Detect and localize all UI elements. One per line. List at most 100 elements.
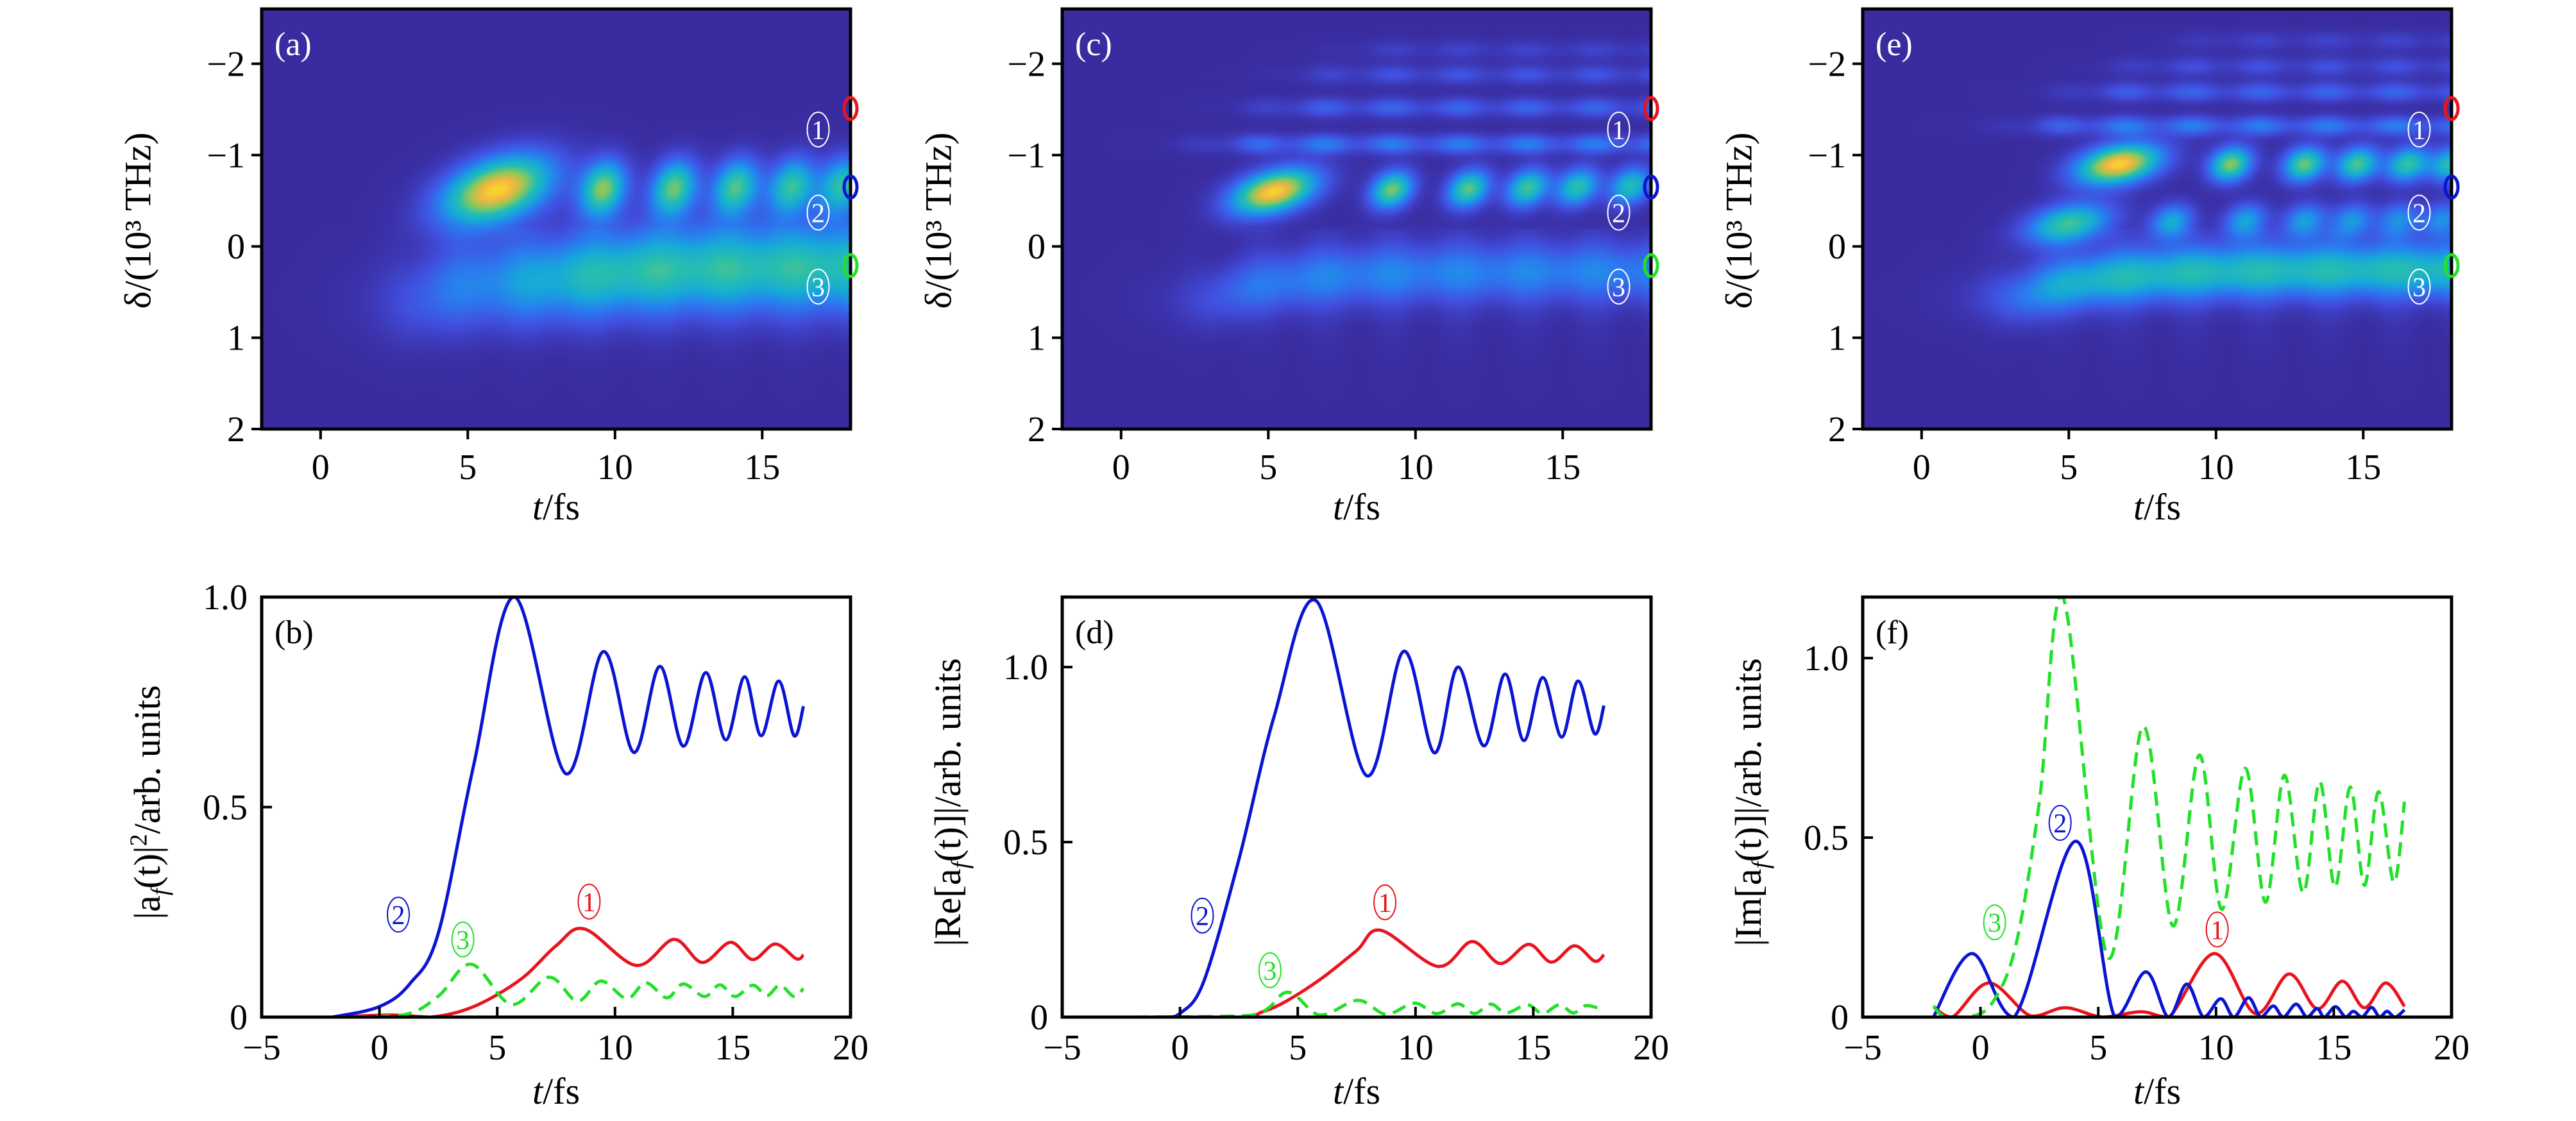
y-tick-label: 1: [1828, 319, 1846, 358]
y-tick-label: −1: [1007, 136, 1046, 176]
y-axis-label-part: (t)|: [126, 846, 168, 889]
circled-label-text: 2: [811, 199, 825, 229]
x-tick-label: 20: [1633, 1028, 1669, 1068]
circled-label-text: 1: [811, 116, 825, 146]
y-tick-label: 1.0: [1003, 648, 1048, 687]
x-tick-label: 10: [597, 448, 633, 487]
series-annotation-2: 2: [1196, 902, 1209, 932]
y-tick-label: 0: [1831, 998, 1849, 1038]
x-axis-label-unit: /fs: [1343, 486, 1381, 528]
y-axis-label-part: /arb. units: [1727, 658, 1769, 807]
y-axis-label-part: /arb. units: [926, 658, 969, 807]
series-line-2: [332, 597, 806, 1017]
circled-label-2: [2407, 194, 2431, 231]
series-annotation-1: 1: [582, 888, 596, 918]
series-annotation-2: 2: [2053, 809, 2067, 839]
y-tick-label: 1: [1028, 319, 1046, 358]
y-axis-label: |Re[af(t)]|/arb. units: [926, 658, 975, 946]
circled-label-text: 1: [2412, 116, 2426, 146]
circled-label-3: [806, 268, 830, 305]
y-axis-label-part: |Im[a: [1727, 868, 1769, 947]
x-tick-label: 15: [744, 448, 780, 487]
circled-label-1: [1607, 111, 1631, 148]
circled-label-1: [2407, 111, 2431, 148]
x-axis-label-var: t: [1332, 486, 1344, 528]
marker-circle-2: [842, 174, 859, 200]
x-tick-label: 20: [833, 1028, 869, 1068]
x-axis-label-var: t: [532, 1070, 543, 1112]
series-line-3: [1133, 990, 1605, 1017]
y-axis-label: δ/(10³ THz): [917, 132, 960, 309]
plot-frame: [260, 7, 852, 431]
panel-a: −2 −1 0 1 2 0 5 10 15 1 2 3 (a): [207, 7, 859, 487]
x-axis-label-var: t: [532, 486, 543, 528]
panel-c: −2 −1 0 1 2 0 5 10 15 1 2 3 (c): [1007, 7, 1659, 487]
x-tick-label: 0: [1171, 1028, 1189, 1068]
x-axis-label: t/fs: [532, 485, 580, 528]
x-tick-label: 5: [2060, 448, 2078, 487]
y-tick-label: 0: [227, 227, 245, 267]
x-axis-label: t/fs: [1333, 485, 1380, 528]
series-annotation-2: 2: [391, 901, 405, 931]
y-tick-label: 1.0: [203, 578, 248, 618]
series-annotation-circle-2: [386, 897, 410, 933]
x-tick-label: 20: [2434, 1028, 2470, 1068]
series-line-3: [332, 963, 805, 1017]
x-tick-label: 0: [1913, 448, 1931, 487]
x-tick-label: 15: [715, 1028, 750, 1068]
marker-circle-2: [2443, 174, 2460, 200]
y-axis-label: δ/(10³ THz): [1718, 132, 1760, 309]
y-tick-label: −1: [1808, 136, 1846, 176]
x-tick-label: −5: [1843, 1028, 1882, 1068]
y-tick-label: −1: [207, 136, 245, 176]
series-annotation-1: 1: [2210, 916, 2224, 945]
y-axis-label-part: f: [1747, 861, 1775, 869]
circled-label-2: [806, 194, 830, 231]
circled-label-1: [806, 111, 830, 148]
x-axis-label: t/fs: [1333, 1070, 1380, 1113]
circled-label-3: [2407, 268, 2431, 305]
y-tick-label: −2: [1808, 44, 1846, 84]
plot-frame: [1060, 595, 1653, 1019]
series-annotation-1: 1: [1378, 889, 1392, 918]
y-tick-label: 0.5: [1003, 823, 1048, 863]
x-axis-label: t/fs: [2133, 1070, 2181, 1113]
y-tick-label: 0: [230, 998, 248, 1038]
x-axis-label-unit: /fs: [543, 1070, 580, 1112]
y-tick-label: 0: [1828, 227, 1846, 267]
y-axis-label-part: /arb. units: [126, 685, 168, 834]
panel-label: (b): [275, 614, 314, 651]
y-axis-label-part: (t)]|: [926, 807, 969, 862]
circled-label-text: 3: [1612, 273, 1625, 303]
y-axis-label-part: f: [146, 888, 174, 896]
series-line-3: [1932, 597, 2407, 1017]
x-axis-label: t/fs: [532, 1070, 580, 1113]
x-axis-label-unit: /fs: [2144, 1070, 2182, 1112]
series-line-2: [1133, 598, 1606, 1017]
circled-label-text: 2: [1612, 199, 1625, 229]
heatmap-a: [262, 9, 851, 429]
x-tick-label: 15: [2316, 1028, 2351, 1068]
circled-label-3: [1607, 268, 1631, 305]
x-tick-label: 5: [1259, 448, 1277, 487]
x-axis-label: t/fs: [2133, 485, 2181, 528]
y-tick-label: −2: [1007, 44, 1046, 84]
y-axis-label-part: |Re[a: [926, 868, 969, 947]
panel-label: (e): [1876, 26, 1913, 63]
panel-e: −2 −1 0 1 2 0 5 10 15 1 2 3 (e): [1808, 7, 2460, 487]
series-line-1: [332, 927, 805, 1017]
marker-circle-1: [842, 96, 859, 121]
series-line-1: [1133, 928, 1606, 1017]
marker-circle-1: [1643, 96, 1659, 121]
x-axis-label-unit: /fs: [543, 486, 580, 528]
panel-label: (f): [1876, 614, 1909, 651]
marker-circle-1: [2443, 96, 2460, 121]
x-tick-label: 5: [2089, 1028, 2107, 1068]
x-tick-label: 10: [1398, 1028, 1434, 1068]
y-axis-label: δ/(10³ THz): [117, 132, 159, 309]
x-tick-label: 10: [2198, 1028, 2234, 1068]
